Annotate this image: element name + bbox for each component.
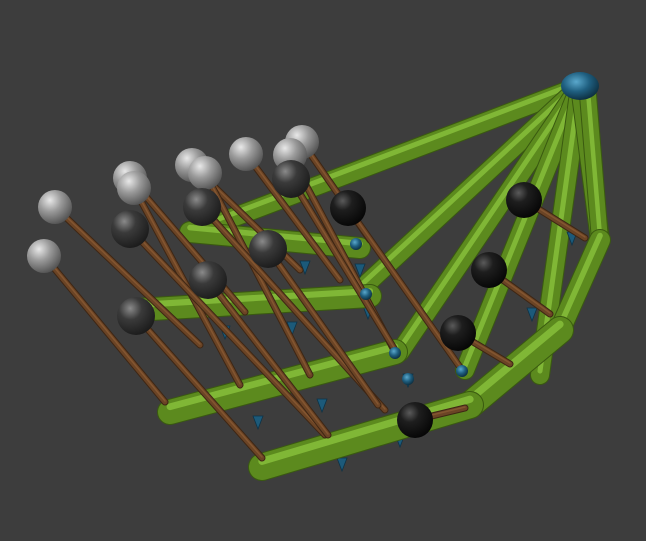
mallet-stick-11 (287, 175, 399, 354)
joint-nodes (350, 72, 599, 385)
spike-6 (316, 398, 328, 414)
mallet-stick-9 (126, 225, 329, 439)
mallet-head-18 (440, 315, 476, 351)
fan-strut-0 (185, 76, 590, 242)
right-strut (579, 86, 609, 249)
mallet-head-0 (38, 190, 72, 224)
mallet-head-16 (506, 182, 542, 218)
joint-node-1 (360, 288, 372, 300)
mallet-stick-0 (51, 203, 204, 349)
mallet-head-11 (272, 160, 310, 198)
joint-node-4 (402, 373, 414, 385)
mallet-head-1 (27, 239, 61, 273)
apex-joint (561, 72, 599, 100)
mallet-heads (27, 125, 542, 438)
mallet-stick-1 (40, 252, 169, 406)
mallet-stick-14 (264, 245, 382, 409)
joint-node-3 (456, 365, 468, 377)
bottom-right-strut (456, 316, 574, 419)
spike-5 (252, 415, 264, 431)
fan-strut-2 (390, 76, 590, 362)
mallet-head-9 (111, 210, 149, 248)
fan-struts (185, 76, 611, 419)
mallet-head-12 (117, 297, 155, 335)
fan-strut-1 (350, 76, 590, 300)
spike-8 (336, 457, 348, 473)
mallet-head-14 (249, 230, 287, 268)
mallet-head-3 (117, 171, 151, 205)
mallet-stick-12 (132, 312, 266, 462)
rail-middle (123, 284, 382, 322)
mallet-head-19 (397, 402, 433, 438)
joint-node-0 (350, 238, 362, 250)
fan-strut-3 (455, 76, 590, 380)
rail-bottom (248, 391, 484, 481)
mallet-head-13 (189, 261, 227, 299)
right-lower-strut (549, 229, 611, 341)
mallet-stick-2 (126, 174, 249, 316)
mallet-head-17 (471, 252, 507, 288)
spike-0 (299, 260, 311, 276)
spike-11 (526, 307, 538, 323)
mallet-head-6 (229, 137, 263, 171)
mallet-head-10 (183, 188, 221, 226)
spike-1 (354, 263, 366, 279)
mallet-head-5 (188, 156, 222, 190)
mallet-stick-13 (204, 276, 332, 439)
mallet-head-15 (330, 190, 366, 226)
mallet-stick-6 (242, 150, 344, 284)
joint-node-2 (389, 347, 401, 359)
